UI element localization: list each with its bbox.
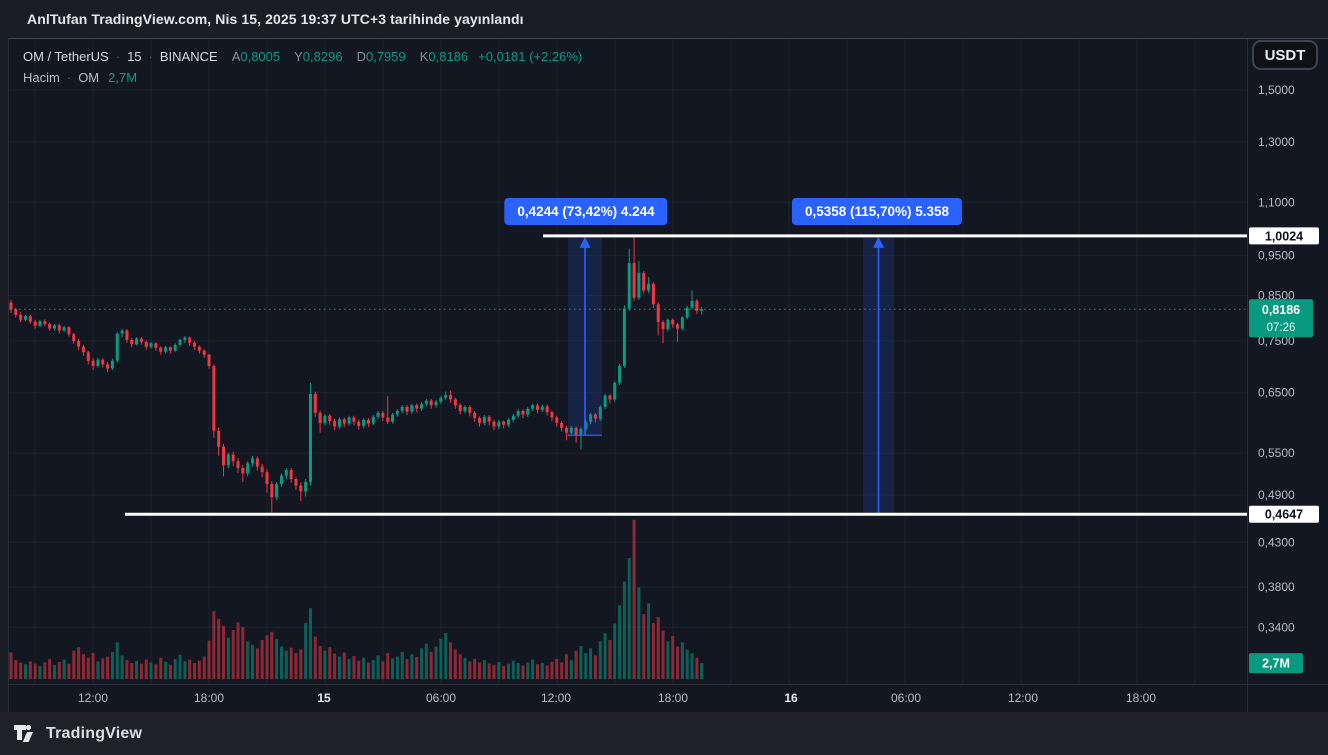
publish-info-text: AnlTufan TradingView.com, Nis 15, 2025 1… bbox=[27, 11, 524, 27]
svg-text:0,8500: 0,8500 bbox=[1258, 289, 1295, 303]
time-axis[interactable]: 12:00 18:00 15 06:00 12:00 18:00 16 06:00 12:00 1… bbox=[78, 691, 1156, 705]
svg-text:1,0024: 1,0024 bbox=[1265, 229, 1303, 243]
svg-text:18:00: 18:00 bbox=[1126, 691, 1156, 705]
svg-text:0,3800: 0,3800 bbox=[1258, 580, 1295, 594]
svg-text:0,3400: 0,3400 bbox=[1258, 620, 1295, 634]
volume-label: Hacim bbox=[23, 70, 60, 85]
low-value: 0,7959 bbox=[365, 49, 406, 64]
svg-text:06:00: 06:00 bbox=[426, 691, 456, 705]
change-value: +0,0181 (+2,26%) bbox=[478, 49, 583, 64]
high-label: Y bbox=[294, 49, 303, 64]
svg-text:1,5000: 1,5000 bbox=[1258, 83, 1295, 97]
svg-text:07:26: 07:26 bbox=[1267, 322, 1296, 334]
chart-panel: 1,5000 1,3000 1,1000 0,9500 0,8500 0,7500 0,65… bbox=[8, 38, 1328, 713]
volume-value: 2,7M bbox=[108, 70, 138, 85]
svg-text:0,9500: 0,9500 bbox=[1258, 248, 1295, 262]
legend-separator: · bbox=[148, 49, 153, 64]
svg-text:18:00: 18:00 bbox=[194, 691, 224, 705]
close-value: 0,8186 bbox=[428, 49, 469, 64]
publish-info-bar: AnlTufan TradingView.com, Nis 15, 2025 1… bbox=[0, 0, 1328, 38]
open-value: 0,8005 bbox=[240, 49, 281, 64]
svg-text:0,5500: 0,5500 bbox=[1258, 446, 1295, 460]
ray-price-badge-1: 1,0024 bbox=[1249, 227, 1319, 245]
close-label: K bbox=[419, 49, 429, 64]
svg-text:06:00: 06:00 bbox=[891, 691, 921, 705]
open-label: A bbox=[231, 49, 241, 64]
svg-text:0,8186: 0,8186 bbox=[1262, 303, 1300, 317]
svg-text:0,7500: 0,7500 bbox=[1258, 334, 1295, 348]
price-range-tool-1[interactable] bbox=[568, 235, 602, 436]
svg-text:2,7M: 2,7M bbox=[1262, 657, 1290, 671]
volume-bars bbox=[9, 519, 704, 679]
tradingview-brand-text[interactable]: TradingView bbox=[46, 724, 143, 742]
chart-background bbox=[9, 39, 1328, 713]
volume-badge: 2,7M bbox=[1249, 653, 1303, 674]
svg-text:12:00: 12:00 bbox=[541, 691, 571, 705]
price-axis[interactable]: 1,5000 1,3000 1,1000 0,9500 0,8500 0,7500 0,65… bbox=[1258, 83, 1295, 634]
legend-separator: · bbox=[115, 49, 121, 64]
candles bbox=[9, 235, 704, 515]
measure-label-2[interactable]: 0,5358 (115,70%) 5.358 bbox=[791, 198, 963, 225]
price-range-tool-2[interactable] bbox=[863, 235, 894, 515]
symbol-name[interactable]: OM / TetherUS bbox=[23, 49, 109, 64]
svg-text:0,4900: 0,4900 bbox=[1258, 488, 1295, 502]
legend-row-symbol: OM / TetherUS · 15 · BINANCE A 0,8005 Y … bbox=[23, 46, 582, 67]
currency-usdt-button[interactable]: USDT bbox=[1252, 40, 1318, 70]
footer-bar: TradingView bbox=[0, 712, 1328, 755]
svg-text:1,3000: 1,3000 bbox=[1258, 135, 1295, 149]
price-chart[interactable]: 1,5000 1,3000 1,1000 0,9500 0,8500 0,7500 0,65… bbox=[9, 39, 1328, 713]
high-value: 0,8296 bbox=[302, 49, 343, 64]
volume-symbol: OM bbox=[78, 70, 100, 85]
svg-text:0,6500: 0,6500 bbox=[1258, 386, 1295, 400]
chart-legend: OM / TetherUS · 15 · BINANCE A 0,8005 Y … bbox=[23, 46, 582, 88]
measure-label-1[interactable]: 0,4244 (73,42%) 4.244 bbox=[504, 198, 668, 225]
legend-separator: · bbox=[66, 70, 72, 85]
svg-text:12:00: 12:00 bbox=[78, 691, 108, 705]
current-price-badge: 0,8186 07:26 bbox=[1249, 299, 1313, 338]
legend-row-volume: Hacim · OM 2,7M bbox=[23, 67, 582, 88]
low-label: D bbox=[356, 49, 366, 64]
tradingview-logo-icon[interactable] bbox=[13, 723, 38, 744]
grid-lines bbox=[9, 39, 1247, 684]
svg-text:0,4647: 0,4647 bbox=[1265, 508, 1303, 522]
svg-text:0,4300: 0,4300 bbox=[1258, 535, 1295, 549]
svg-text:1,1000: 1,1000 bbox=[1258, 195, 1295, 209]
interval-value[interactable]: 15 bbox=[127, 49, 142, 64]
svg-text:16: 16 bbox=[784, 691, 798, 705]
ray-price-badge-2: 0,4647 bbox=[1249, 505, 1319, 523]
svg-text:18:00: 18:00 bbox=[658, 691, 688, 705]
svg-text:12:00: 12:00 bbox=[1008, 691, 1038, 705]
svg-text:15: 15 bbox=[317, 691, 331, 705]
exchange-name: BINANCE bbox=[159, 49, 218, 64]
